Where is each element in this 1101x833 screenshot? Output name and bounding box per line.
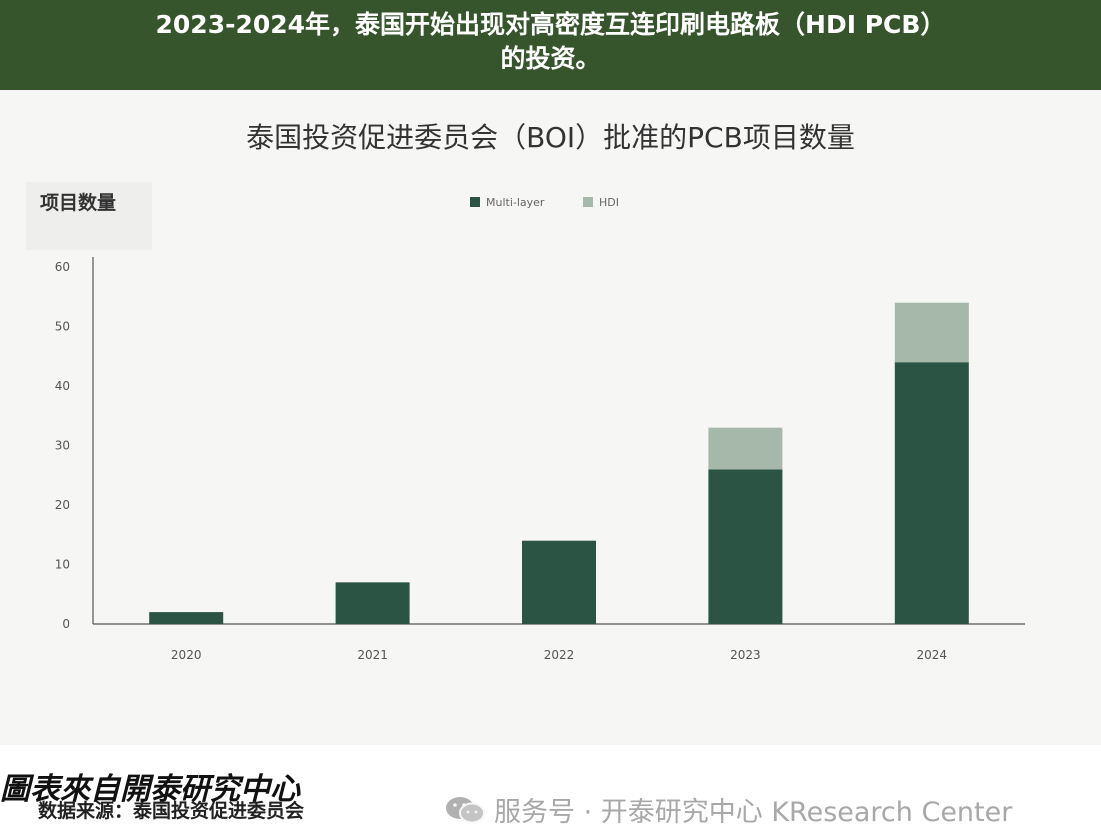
chart-card: 泰国投资促进委员会（BOI）批准的PCB项目数量 项目数量 0 10 20 30 40 5… — [0, 90, 1101, 828]
legend-label-0: Multi-layer — [486, 196, 545, 209]
title-banner: 2023-2024年，泰国开始出现对高密度互连印刷电路板（HDI PCB） 的投… — [0, 0, 1101, 90]
y-tick-label: 50 — [55, 320, 70, 334]
legend-swatch-0 — [470, 197, 480, 207]
x-tick-label: 2021 — [357, 648, 388, 662]
chart-title: 泰国投资促进委员会（BOI）批准的PCB项目数量 — [246, 121, 855, 154]
image-caption: 圖表來自開泰研究中心 — [0, 772, 300, 807]
watermark-text: 服务号 · 开泰研究中心 KResearch Center — [494, 797, 1013, 828]
bar-multi-layer-2021 — [335, 582, 410, 624]
x-tick-label: 2020 — [171, 648, 202, 662]
x-tick-label: 2024 — [917, 648, 948, 662]
y-axis-label: 项目数量 — [26, 182, 152, 250]
wechat-icon — [444, 794, 488, 826]
bar-chart: 0 10 20 30 40 50 60 2020 2021 2022 2023 2024 Multi-l… — [55, 196, 1025, 662]
y-tick-label: 60 — [55, 260, 70, 274]
banner-title-line2: 的投资。 — [500, 44, 601, 73]
y-tick-label: 30 — [55, 439, 70, 453]
watermark: 服务号 · 开泰研究中心 KResearch Center — [444, 790, 1012, 829]
legend-swatch-1 — [583, 197, 593, 207]
x-tick-label: 2023 — [730, 648, 761, 662]
y-tick-label: 40 — [55, 379, 70, 393]
bar-hdi-2024 — [894, 302, 969, 363]
x-tick-label: 2022 — [544, 648, 575, 662]
banner-title-line1: 2023-2024年，泰国开始出现对高密度互连印刷电路板（HDI PCB） — [155, 10, 946, 39]
bar-multi-layer-2024 — [894, 362, 969, 624]
bar-multi-layer-2022 — [522, 540, 596, 624]
legend-label-1: HDI — [599, 196, 619, 209]
y-tick-label: 10 — [55, 558, 70, 572]
y-tick-label: 20 — [55, 498, 70, 512]
data-source: 数据来源：泰国投资促进委员会 — [38, 800, 305, 822]
bar-multi-layer-2020 — [149, 612, 224, 624]
bar-multi-layer-2023 — [708, 469, 783, 624]
y-tick-label: 0 — [62, 617, 70, 631]
bar-hdi-2023 — [708, 427, 783, 470]
